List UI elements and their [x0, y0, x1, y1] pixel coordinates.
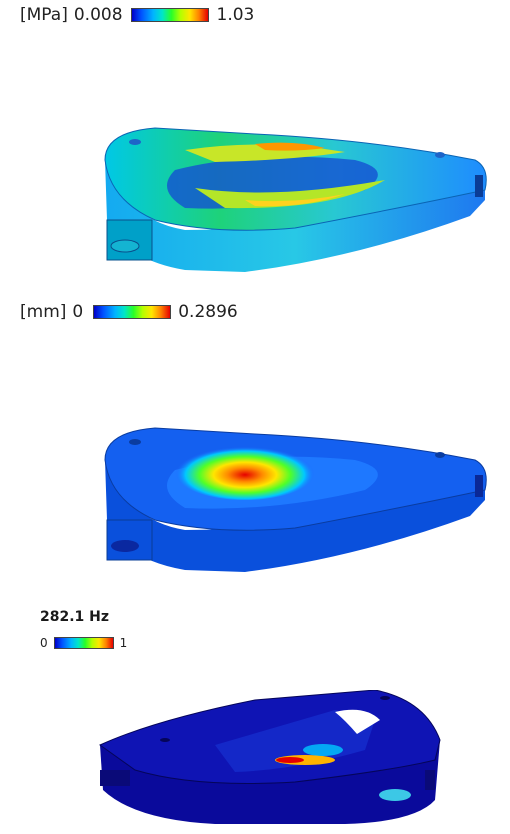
- modal-shape-model-view[interactable]: [95, 690, 445, 830]
- displacement-model-view[interactable]: [95, 420, 495, 580]
- modal-max-value: 1: [119, 636, 128, 650]
- stress-legend: [MPa] 0.008 1.03: [20, 5, 254, 25]
- displacement-max-value: 0.2896: [178, 302, 238, 322]
- displacement-unit-label: [mm]: [20, 302, 67, 322]
- stress-model-view[interactable]: [95, 120, 495, 280]
- modal-legend: 0 1: [40, 636, 127, 650]
- displacement-colorbar: [93, 305, 172, 319]
- stress-colorbar: [130, 8, 209, 22]
- displacement-legend: [mm] 0 0.2896: [20, 302, 238, 322]
- stress-min-value: 0.008: [73, 5, 123, 25]
- displacement-min-value: 0: [72, 302, 84, 322]
- modal-frequency-label: 282.1 Hz: [40, 609, 110, 625]
- modal-min-value: 0: [40, 636, 48, 650]
- stress-max-value: 1.03: [216, 5, 255, 25]
- stress-unit-label: [MPa]: [20, 5, 68, 25]
- modal-colorbar: [53, 637, 114, 649]
